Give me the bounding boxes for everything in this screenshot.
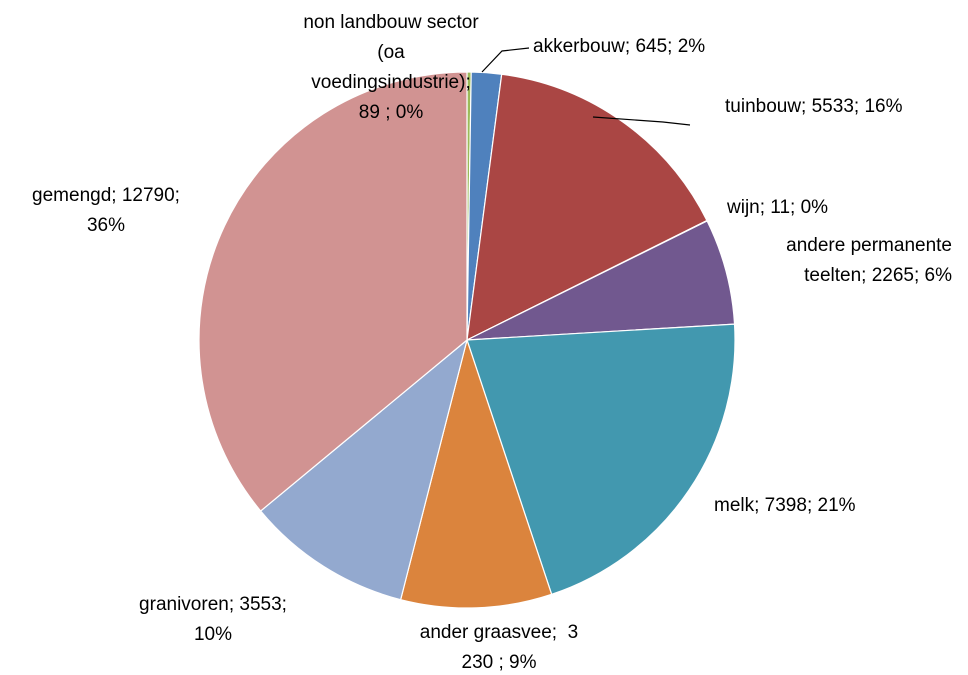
data-label-tuinbouw: tuinbouw; 5533; 16% — [725, 96, 903, 117]
data-label-melk: melk; 7398; 21% — [714, 495, 856, 516]
data-label-gemengd: gemengd; 12790; 36% — [32, 185, 180, 236]
pie-slices — [198, 71, 736, 609]
data-labels: non landbouw sector (oa voedingsindustrie)… — [32, 12, 952, 673]
data-label-granivoren: granivoren; 3553; 10% — [139, 594, 287, 645]
data-label-ander-graasvee: ander graasvee; 3 230 ; 9% — [420, 622, 578, 673]
pie-slice-gemengd — [198, 71, 468, 512]
data-label-akkerbouw: akkerbouw; 645; 2% — [533, 36, 705, 57]
pie-slice-ander-graasvee — [399, 337, 553, 609]
leader-line-akkerbouw — [481, 47, 530, 73]
pie-slice-tuinbouw — [466, 73, 708, 342]
pie-slice-granivoren — [259, 338, 469, 601]
data-label-andere-permanente-teelten: andere permanente teelten; 2265; 6% — [786, 235, 952, 286]
pie-slice-melk — [466, 323, 736, 596]
leader-lines — [481, 47, 691, 126]
leader-line-tuinbouw — [592, 116, 691, 126]
data-label-wijn: wijn; 11; 0% — [726, 197, 828, 218]
data-label-non-landbouw-sector-oa-voedingsindustrie: non landbouw sector (oa voedingsindustrie)… — [303, 12, 479, 123]
